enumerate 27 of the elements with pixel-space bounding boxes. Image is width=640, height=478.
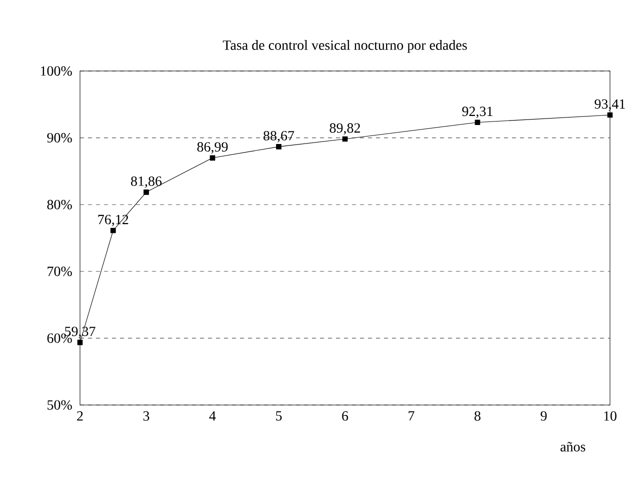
x-tick-label: 6 (342, 411, 348, 421)
x-tick-label: 2 (77, 411, 83, 421)
chart-title: Tasa de control vesical nocturno por edades (222, 40, 467, 53)
x-tick-label: 10 (604, 411, 616, 421)
data-label: 89,82 (330, 123, 360, 135)
point (144, 190, 149, 195)
y-tick-label: 70% (48, 266, 72, 276)
y-tick-label: 80% (47, 200, 72, 210)
x-tick-label: 3 (143, 411, 150, 421)
x-tick-label: 4 (209, 411, 216, 420)
data-label: 86,99 (197, 142, 228, 154)
data-label: 81,86 (131, 176, 162, 188)
data-label: 88,67 (264, 130, 294, 142)
y-tick-label: 50% (48, 400, 72, 410)
x-tick-label: 8 (474, 411, 480, 421)
y-tick-label: 90% (47, 133, 72, 143)
data-label: 92,31 (462, 106, 492, 118)
point (210, 155, 216, 161)
x-tick-label: 5 (276, 411, 282, 421)
y-tick-label: 100% (40, 66, 72, 76)
point (110, 228, 116, 234)
x-tick-label: 7 (408, 411, 414, 420)
x-tick-label: 9 (540, 411, 547, 421)
point (77, 340, 83, 346)
point (474, 120, 480, 126)
x-axis-title: años (560, 442, 586, 452)
point (276, 144, 282, 150)
